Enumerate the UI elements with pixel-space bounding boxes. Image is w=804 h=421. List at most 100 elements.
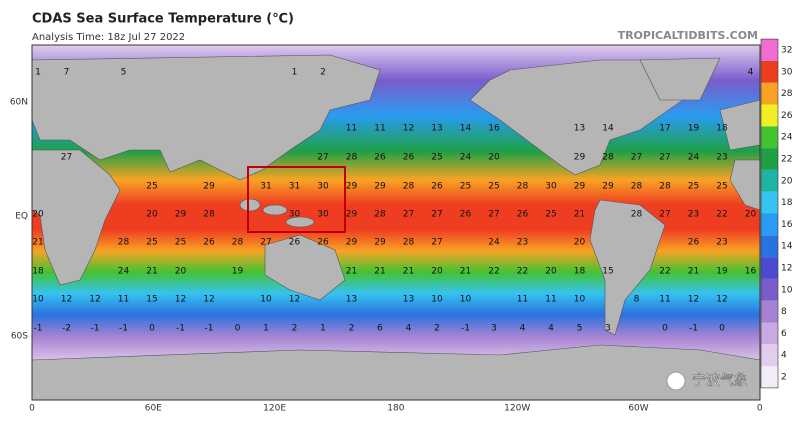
sst-value: 16 bbox=[745, 267, 757, 277]
sst-value: 27 bbox=[431, 238, 442, 248]
lon-label: 120W bbox=[504, 404, 530, 414]
sst-value: 13 bbox=[403, 295, 414, 305]
sst-value: 2 bbox=[434, 324, 440, 334]
sst-value: 3 bbox=[491, 324, 497, 334]
sst-value: 2 bbox=[349, 324, 355, 334]
sst-value: 13 bbox=[574, 124, 585, 134]
lat-label: 60S bbox=[11, 332, 28, 342]
sst-value: 0 bbox=[662, 324, 668, 334]
sst-value: 20 bbox=[146, 210, 158, 220]
sst-value: 21 bbox=[574, 210, 585, 220]
sst-value: 10 bbox=[32, 295, 44, 305]
colorbar-label: 26 bbox=[781, 111, 793, 121]
colorbar-label: 10 bbox=[781, 285, 793, 295]
colorbar-label: 22 bbox=[781, 155, 792, 165]
colorbar-segment bbox=[761, 169, 778, 192]
sst-value: 12 bbox=[175, 295, 186, 305]
sst-value: 28 bbox=[602, 153, 614, 163]
sst-value: 12 bbox=[289, 295, 300, 305]
colorbar-segment bbox=[761, 148, 778, 170]
sst-value: 10 bbox=[574, 295, 586, 305]
sst-value: -1 bbox=[34, 324, 43, 334]
sst-value: -1 bbox=[176, 324, 185, 334]
sst-value: 3 bbox=[605, 324, 611, 334]
source: TROPICALTIDBITS.COM bbox=[618, 29, 758, 42]
sst-value: 25 bbox=[488, 182, 499, 192]
colorbar-label: 6 bbox=[781, 329, 787, 339]
sst-value: 12 bbox=[688, 295, 699, 305]
sst-value: 28 bbox=[403, 238, 415, 248]
colorbar-segment bbox=[761, 344, 778, 367]
sst-value: 19 bbox=[232, 267, 244, 277]
sst-value: 1 bbox=[292, 68, 298, 78]
sst-value: 23 bbox=[716, 238, 727, 248]
sst-value: 2 bbox=[292, 324, 298, 334]
sst-value: 29 bbox=[574, 153, 586, 163]
colorbar-frame bbox=[760, 38, 779, 389]
sst-value: 26 bbox=[374, 153, 386, 163]
sst-value: 11 bbox=[517, 295, 528, 305]
sst-value: 18 bbox=[32, 267, 44, 277]
sst-value: -1 bbox=[205, 324, 214, 334]
colorbar-label: 8 bbox=[781, 307, 787, 317]
sst-value: 28 bbox=[631, 182, 643, 192]
sst-value: 14 bbox=[460, 124, 472, 134]
sst-value: 11 bbox=[374, 124, 385, 134]
sst-value: 21 bbox=[346, 267, 357, 277]
sst-value: 12 bbox=[89, 295, 100, 305]
sst-value: 24 bbox=[460, 153, 472, 163]
sst-value: 12 bbox=[203, 295, 214, 305]
colorbar-label: 20 bbox=[781, 176, 793, 186]
sst-value: 22 bbox=[716, 210, 727, 220]
sst-value: 1 bbox=[35, 68, 41, 78]
sst-value: 17 bbox=[659, 124, 670, 134]
wechat-icon bbox=[666, 371, 686, 391]
colorbar-segment bbox=[761, 39, 778, 61]
sst-value: 20 bbox=[32, 210, 44, 220]
lon-label: 60E bbox=[145, 404, 162, 414]
sst-value: 21 bbox=[374, 267, 385, 277]
sst-value: 22 bbox=[488, 267, 499, 277]
lon-label: 0 bbox=[757, 404, 763, 414]
sst-value: 0 bbox=[149, 324, 155, 334]
sst-value: 23 bbox=[688, 210, 699, 220]
colorbar-label: 18 bbox=[781, 198, 793, 208]
sst-value: 21 bbox=[146, 267, 157, 277]
sst-value: 11 bbox=[118, 295, 129, 305]
sst-value: 19 bbox=[688, 124, 700, 134]
sst-value: 29 bbox=[346, 238, 358, 248]
sst-value: -1 bbox=[91, 324, 100, 334]
sst-value: 12 bbox=[716, 295, 727, 305]
sst-value: 28 bbox=[232, 238, 244, 248]
colorbar-label: 32 bbox=[781, 46, 792, 56]
sst-value: 28 bbox=[118, 238, 130, 248]
lat-label: EQ bbox=[15, 212, 28, 222]
sst-value: 5 bbox=[577, 324, 583, 334]
sst-value: 30 bbox=[317, 210, 329, 220]
lat-label: 60N bbox=[10, 98, 28, 108]
sst-value: 6 bbox=[377, 324, 383, 334]
sst-value: 25 bbox=[688, 182, 699, 192]
sst-value: 25 bbox=[146, 238, 157, 248]
analysis-time: Analysis Time: 18z Jul 27 2022 bbox=[32, 32, 185, 43]
sst-value: 28 bbox=[346, 153, 358, 163]
sst-value: 12 bbox=[403, 124, 414, 134]
sst-value: 4 bbox=[520, 324, 526, 334]
sst-value: 15 bbox=[146, 295, 157, 305]
sst-value: 15 bbox=[602, 267, 613, 277]
sst-value: 29 bbox=[602, 182, 614, 192]
colorbar-label: 24 bbox=[781, 133, 793, 143]
colorbar-segment bbox=[761, 104, 778, 127]
sst-value: 24 bbox=[488, 238, 500, 248]
sst-value: 25 bbox=[545, 210, 556, 220]
sst-value: 7 bbox=[64, 68, 70, 78]
colorbar-label: 2 bbox=[781, 373, 787, 383]
lon-label: 120E bbox=[263, 404, 286, 414]
sst-value: 30 bbox=[545, 182, 557, 192]
sst-value: 10 bbox=[260, 295, 272, 305]
sst-value: 28 bbox=[374, 210, 386, 220]
land bbox=[31, 54, 761, 401]
lon-label: 60W bbox=[628, 404, 648, 414]
sst-value: 25 bbox=[460, 182, 471, 192]
sst-value: 28 bbox=[203, 210, 215, 220]
